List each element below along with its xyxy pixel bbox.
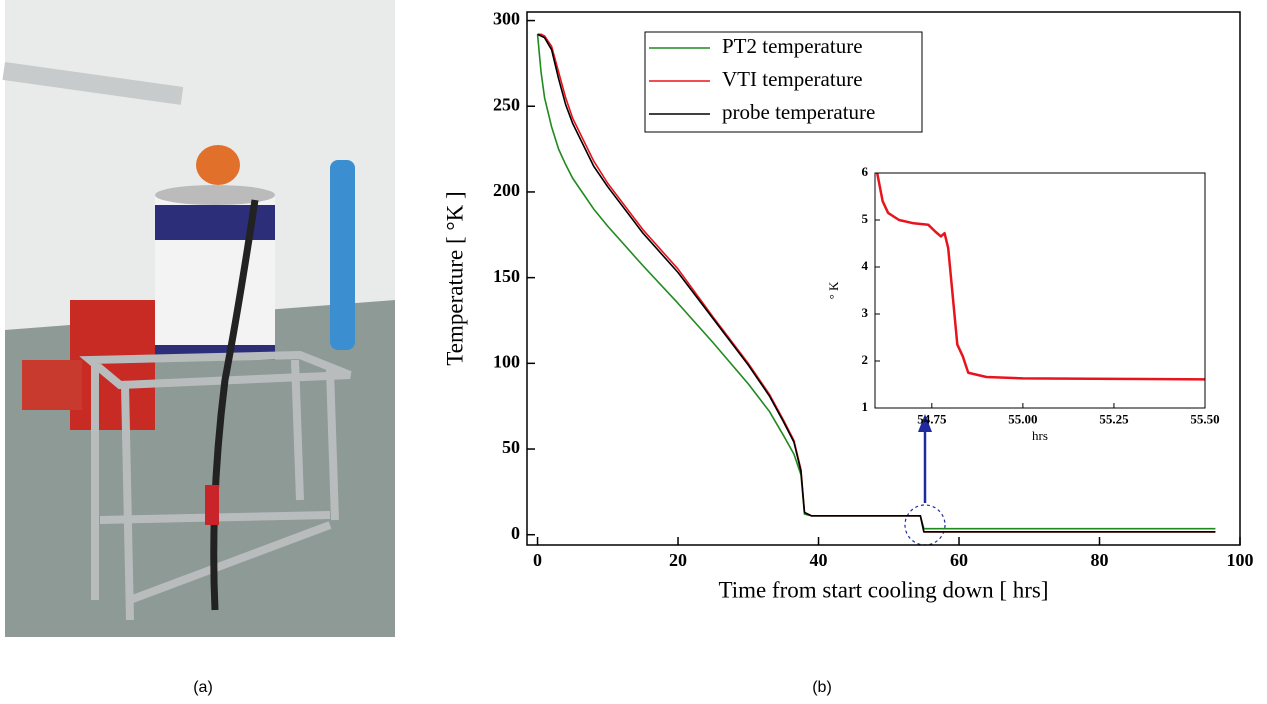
y-tick-label: 5 — [862, 211, 869, 226]
x-tick-label: 40 — [810, 550, 828, 570]
inset-background — [875, 173, 1205, 408]
y-tick-label: 6 — [862, 164, 869, 179]
legend-label: PT2 temperature — [722, 34, 863, 58]
x-tick-label: 55.00 — [1008, 411, 1037, 426]
y-tick-label: 150 — [493, 266, 520, 286]
y-tick-label: 250 — [493, 94, 520, 114]
x-axis-title: Time from start cooling down [ hrs] — [718, 577, 1048, 602]
y-tick-label: 3 — [862, 305, 869, 320]
x-tick-label: 80 — [1091, 550, 1109, 570]
y-axis-title: ° K — [826, 281, 841, 299]
x-tick-label: 55.25 — [1099, 411, 1129, 426]
y-tick-label: 200 — [493, 180, 520, 200]
x-tick-label: 0 — [533, 550, 542, 570]
series-line — [875, 173, 1205, 381]
y-tick-label: 2 — [862, 352, 869, 367]
series-line — [537, 33, 1216, 533]
y-tick-label: 50 — [502, 437, 520, 457]
caption: (b) — [812, 679, 832, 696]
y-tick-label: 1 — [862, 399, 869, 414]
y-axis-title: Temperature [ °K ] — [442, 191, 467, 365]
x-tick-label: 55.50 — [1190, 411, 1219, 426]
y-tick-label: 100 — [493, 351, 520, 371]
y-tick-label: 4 — [862, 258, 869, 273]
y-tick-label: 0 — [511, 523, 520, 543]
x-tick-label: 54.75 — [917, 411, 947, 426]
x-axis-title: hrs — [1032, 428, 1048, 443]
arrow-head — [918, 414, 932, 432]
y-tick-label: 300 — [493, 9, 520, 29]
x-tick-label: 60 — [950, 550, 968, 570]
legend-label: probe temperature — [722, 100, 875, 124]
x-tick-label: 20 — [669, 550, 687, 570]
highlight-circle — [904, 504, 946, 546]
plot-frame — [526, 11, 1241, 546]
caption: (a) — [193, 679, 213, 696]
plot-frame — [874, 172, 1206, 409]
legend-label: VTI temperature — [722, 67, 863, 91]
photo — [2, 0, 395, 637]
x-tick-label: 100 — [1227, 550, 1254, 570]
